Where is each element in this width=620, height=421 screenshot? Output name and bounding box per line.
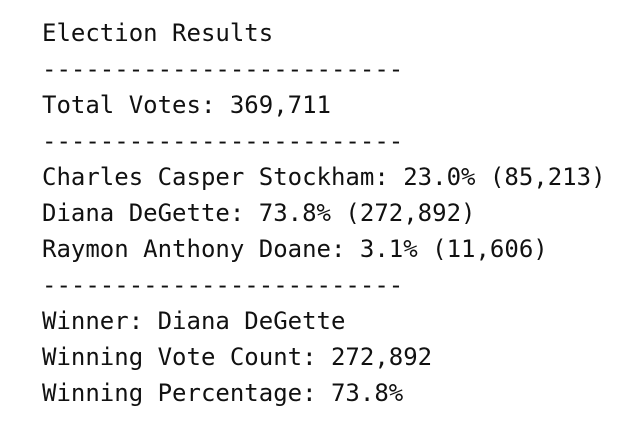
winning-percentage-line: Winning Percentage: 73.8% — [42, 379, 404, 407]
candidate-result-line: Diana DeGette: 73.8% (272,892) — [42, 199, 476, 227]
results-title: Election Results — [42, 19, 274, 47]
total-votes-line: Total Votes: 369,711 — [42, 91, 331, 119]
separator-line: ------------------------- — [42, 55, 404, 83]
winner-line: Winner: Diana DeGette — [42, 307, 346, 335]
separator-line: ------------------------- — [42, 127, 404, 155]
separator-line: ------------------------- — [42, 271, 404, 299]
candidate-result-line: Raymon Anthony Doane: 3.1% (11,606) — [42, 235, 548, 263]
winning-vote-count-line: Winning Vote Count: 272,892 — [42, 343, 433, 371]
candidate-result-line: Charles Casper Stockham: 23.0% (85,213) — [42, 163, 606, 191]
